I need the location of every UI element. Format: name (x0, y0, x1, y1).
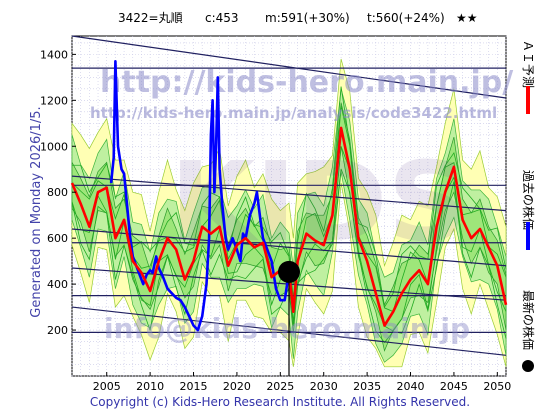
channel-line (71, 228, 507, 267)
x-axis: 2005 2010 2015 2020 2025 2030 2035 2040 2045 2050 (93, 372, 511, 393)
y-axis: 200 400 600 800 1000 1200 1400 (40, 48, 76, 337)
watermark-email: info@kids-hero.main.jp (104, 312, 470, 345)
legend-swatch-dot (522, 360, 534, 372)
forecast-variant-line (71, 168, 507, 344)
x-tick-label: 2035 (353, 380, 381, 393)
x-tick-label: 2045 (440, 380, 468, 393)
y-tick-label: 200 (47, 324, 68, 337)
channel-line (71, 35, 507, 99)
series-layer (70, 60, 508, 332)
watermark-analysis: http://kids-hero.main.jp/analysis/code34… (90, 104, 497, 122)
x-tick-label: 2020 (223, 380, 251, 393)
y-tick-label: 600 (47, 232, 68, 245)
y-tick-label: 400 (47, 278, 68, 291)
channel-line (71, 175, 507, 212)
latest-price-dot (278, 260, 300, 283)
y-tick-label: 1400 (40, 48, 68, 61)
x-tick-label: 2015 (180, 380, 208, 393)
x-tick-label: 2040 (397, 380, 425, 393)
y-tick-label: 800 (47, 186, 68, 199)
plot-area: KIDS http://kids-hero.main.jp/ http://ki… (70, 35, 513, 377)
x-tick-label: 2010 (136, 380, 164, 393)
header-current-price: c:453 (205, 11, 239, 25)
header-stars: ★★ (456, 11, 478, 25)
latest-price-marker (278, 260, 300, 376)
forecast-bands (71, 58, 507, 368)
legend-label: 過去の株価 (521, 170, 536, 230)
generated-date-label: Generated on Monday 2026/1/5. (29, 106, 44, 317)
x-tick-label: 2005 (93, 380, 121, 393)
header-max-info: m:591(+30%) (265, 11, 350, 25)
legend-label: 最新の株価 (521, 290, 536, 350)
chart-header: 3422=丸順 c:453 m:591(+30%) t:560(+24%) ★★ (118, 11, 478, 25)
ai-forecast-line (70, 126, 508, 327)
watermark-layer: KIDS http://kids-hero.main.jp/ http://ki… (90, 65, 513, 345)
y-tick-label: 1000 (40, 140, 68, 153)
x-tick-label: 2025 (266, 380, 294, 393)
legend-label: ＡＩ予測 (521, 40, 535, 88)
copyright: Copyright (c) Kids-Hero Research Institu… (90, 395, 470, 409)
header-target-info: t:560(+24%) (367, 11, 445, 25)
x-tick-label: 2050 (483, 380, 511, 393)
header-code-name: 3422=丸順 (118, 11, 183, 25)
y-tick-label: 1200 (40, 94, 68, 107)
x-tick-label: 2030 (310, 380, 338, 393)
watermark-site: http://kids-hero.main.jp/ (100, 65, 513, 100)
